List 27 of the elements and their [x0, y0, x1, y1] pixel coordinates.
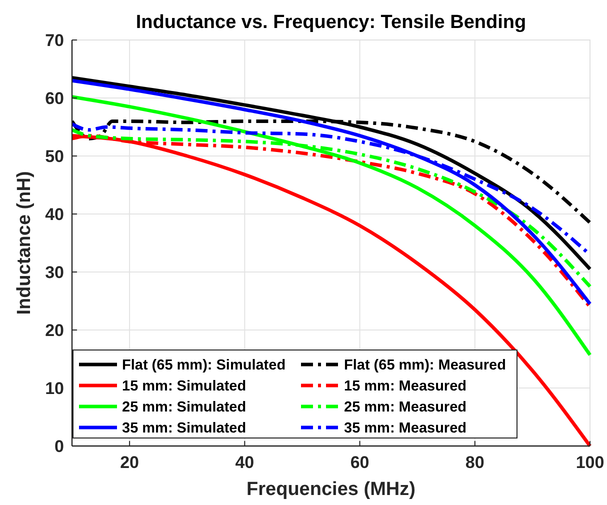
legend-label: 35 mm: Simulated — [122, 420, 246, 436]
legend-label: 25 mm: Measured — [344, 400, 466, 416]
line-series — [72, 78, 592, 306]
y-tick-label: 40 — [45, 205, 64, 224]
y-tick-label: 10 — [45, 379, 64, 398]
legend-label: Flat (65 mm): Measured — [344, 358, 506, 374]
line-series — [72, 95, 592, 357]
x-tick-label: 60 — [350, 453, 370, 472]
x-tick-label: 80 — [465, 453, 484, 472]
x-tick-label: 100 — [576, 453, 604, 472]
y-tick-label: 60 — [45, 89, 64, 108]
y-tick-label: 70 — [45, 31, 64, 50]
legend-label: 15 mm: Simulated — [122, 378, 246, 394]
legend-label: 25 mm: Simulated — [122, 400, 246, 416]
legend-label: 35 mm: Measured — [344, 420, 466, 436]
y-tick-label: 30 — [45, 263, 64, 282]
y-tick-label: 20 — [45, 321, 64, 340]
legend-label: 15 mm: Measured — [344, 378, 466, 394]
y-tick-label: 0 — [54, 437, 64, 456]
y-axis-title: Inductance (nH) — [14, 171, 35, 315]
line-series — [72, 76, 592, 271]
y-tick-label: 50 — [45, 147, 64, 166]
legend-label: Flat (65 mm): Simulated — [122, 358, 286, 374]
x-tick-label: 20 — [120, 453, 140, 472]
x-tick-label: 40 — [235, 453, 254, 472]
chart-title: Inductance vs. Frequency: Tensile Bending — [136, 12, 526, 33]
x-axis-title: Frequencies (MHz) — [246, 479, 416, 500]
